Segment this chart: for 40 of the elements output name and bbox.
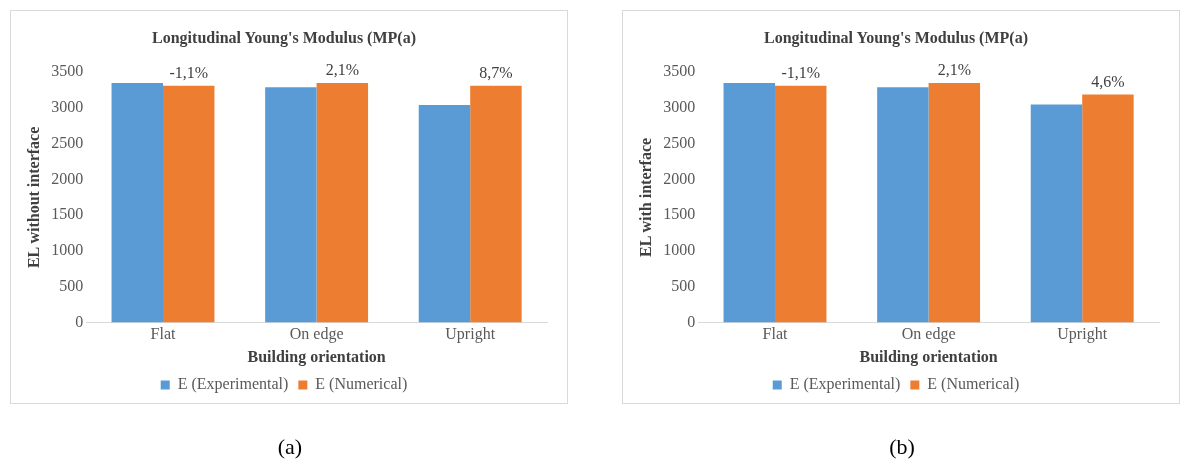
legend-label: E (Experimental) [789, 375, 901, 394]
y-tick-label: 1500 [51, 205, 84, 223]
x-tick-label: Upright [445, 325, 496, 344]
chart-title: Longitudinal Young's Modulus (MP(a) [764, 28, 1028, 47]
annotation: 8,7% [479, 64, 513, 81]
annotation: 2,1% [937, 61, 971, 79]
y-tick-label: 2000 [51, 169, 84, 187]
y-tick-label: 1000 [51, 241, 84, 259]
x-tick-label: On edge [901, 325, 956, 344]
x-axis-title: Building orientation [859, 347, 998, 366]
text: (a) [276, 434, 304, 460]
y-tick-label: 1500 [663, 205, 696, 223]
y-tick-label: 3000 [51, 98, 84, 116]
y-axis-title: EL with interface [636, 137, 654, 257]
y-tick-label: 0 [687, 312, 696, 330]
y-tick-label: 3500 [51, 62, 84, 80]
legend-label: E (Numerical) [315, 375, 408, 394]
y-tick-label: 3000 [663, 98, 696, 116]
y-axis-title: EL without interface [24, 126, 42, 269]
x-axis-title: Building orientation [247, 347, 386, 366]
x-tick-label: Upright [1057, 325, 1108, 344]
y-tick-label: 500 [59, 277, 84, 295]
y-tick-label: 0 [75, 312, 84, 330]
x-tick-label: Flat [150, 325, 176, 343]
y-tick-label: 2500 [663, 133, 696, 151]
annotation: 4,6% [1091, 72, 1125, 90]
y-tick-label: 2500 [51, 133, 84, 151]
legend-label: E (Numerical) [927, 375, 1020, 394]
y-tick-label: 2000 [663, 169, 696, 187]
annotation: 2,1% [325, 61, 359, 79]
text: (b) [888, 434, 916, 460]
x-tick-label: On edge [289, 325, 344, 344]
annotation: -1,1% [781, 64, 821, 81]
chart-title: Longitudinal Young's Modulus (MP(a) [152, 28, 416, 47]
y-tick-label: 1000 [663, 241, 696, 259]
y-tick-label: 3500 [663, 62, 696, 80]
x-tick-label: Flat [762, 325, 788, 343]
annotation: -1,1% [169, 64, 209, 81]
legend-label: E (Experimental) [177, 375, 289, 394]
y-tick-label: 500 [671, 277, 696, 295]
